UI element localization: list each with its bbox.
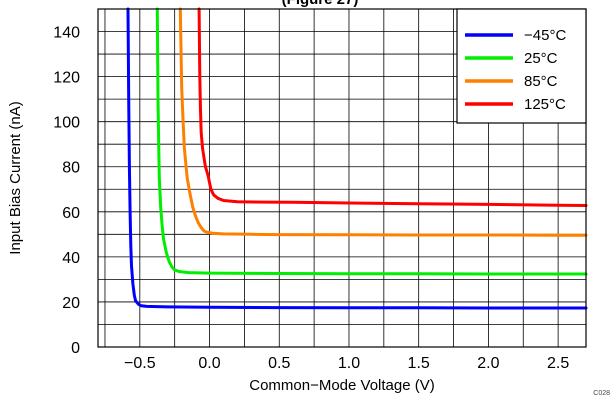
x-tick-label: 1.5 — [408, 355, 430, 372]
chart-title: (Figure 27) — [282, 0, 359, 8]
y-tick-label: 0 — [71, 340, 80, 357]
series-line — [155, 7, 588, 276]
legend-label: 25°C — [524, 50, 558, 67]
y-tick-label: 100 — [53, 115, 80, 132]
y-tick-labels: 0 20 40 60 80 100 120 140 — [53, 25, 80, 357]
plot-frame — [97, 8, 587, 348]
x-tick-label: 2.0 — [477, 355, 499, 372]
y-tick-label: 20 — [62, 295, 80, 312]
series-line — [126, 7, 588, 310]
y-axis-label: Input Bias Current (nA) — [7, 101, 24, 254]
y-tick-label: 120 — [53, 70, 80, 87]
legend-label: 85°C — [524, 73, 558, 90]
x-tick-labels: −0.5 0.0 0.5 1.0 1.5 2.0 2.5 — [124, 355, 569, 372]
x-tick-label: 0.5 — [268, 355, 290, 372]
y-tick-label: 40 — [62, 250, 80, 267]
series-layer — [126, 7, 588, 310]
y-tick-label: 60 — [62, 205, 80, 222]
x-tick-label: −0.5 — [124, 355, 156, 372]
figure-id: C028 — [593, 390, 610, 396]
x-tick-label: 2.5 — [547, 355, 569, 372]
legend-label: −45°C — [524, 27, 566, 44]
legend-label: 125°C — [524, 96, 566, 113]
series-line — [197, 7, 588, 207]
y-tick-label: 80 — [62, 160, 80, 177]
legend: −45°C 25°C 85°C 125°C — [456, 8, 587, 124]
series-line — [178, 7, 588, 237]
x-tick-label: 1.0 — [338, 355, 360, 372]
y-tick-label: 140 — [53, 25, 80, 42]
x-tick-label: 0.0 — [198, 355, 220, 372]
x-axis-label: Common−Mode Voltage (V) — [249, 377, 435, 394]
legend-box — [456, 8, 587, 124]
